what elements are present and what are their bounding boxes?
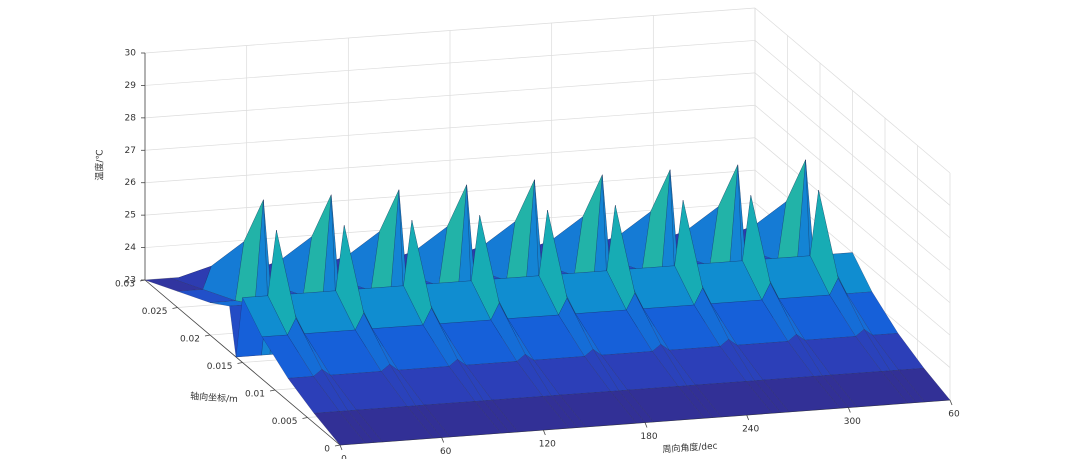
x-tick [949, 399, 953, 406]
y-tick-label: 0.015 [207, 362, 233, 372]
grid-line [754, 72, 951, 239]
y-tick [172, 307, 178, 309]
surface-patch [313, 411, 366, 446]
grid-line [144, 169, 756, 216]
z-tick-label: 28 [125, 113, 137, 123]
z-tick-label: 24 [125, 243, 137, 253]
grid-line [144, 137, 756, 184]
x-tick-label: 0 [341, 455, 347, 459]
y-tick [204, 334, 211, 337]
x-tick [847, 407, 851, 413]
x-tick [644, 422, 648, 428]
surface [144, 159, 951, 446]
x-axis-label: 周向角度/dec [662, 440, 718, 456]
y-tick-label: 0.005 [272, 417, 298, 427]
y-tick [269, 389, 276, 392]
x-tick [441, 437, 445, 443]
x-tick-label: 240 [742, 425, 759, 435]
x-tick [746, 414, 750, 421]
x-tick-label: 60 [440, 447, 452, 457]
grid-line [144, 7, 756, 54]
y-tick [334, 444, 341, 447]
grid-line [144, 104, 756, 151]
x-tick [339, 444, 343, 451]
y-axis-label: 轴向坐标/m [190, 390, 239, 405]
z-tick-label: 30 [125, 49, 137, 59]
y-tick [302, 417, 308, 419]
grid-line [754, 7, 951, 174]
grid-line [754, 40, 951, 206]
y-tick [139, 279, 146, 282]
y-tick [237, 362, 243, 364]
grid-line [144, 72, 756, 119]
x-tick-label: 180 [640, 432, 657, 442]
x-tick-label: 300 [844, 417, 861, 427]
z-tick-label: 25 [125, 211, 136, 221]
y-tick-label: 0.025 [142, 307, 168, 317]
grid-line [144, 40, 756, 86]
y-tick-label: 0.01 [245, 390, 265, 400]
z-tick-label: 27 [125, 146, 136, 156]
z-tick-label: 26 [125, 178, 137, 188]
x-tick-label: 120 [539, 440, 556, 450]
x-tick-label: 60 [948, 410, 960, 420]
grid-line [754, 137, 951, 303]
z-tick-label: 23 [125, 276, 136, 286]
y-tick-label: 0 [324, 445, 330, 455]
y-tick-label: 0.03 [115, 280, 135, 290]
grid-line [754, 105, 951, 271]
x-tick [542, 429, 546, 436]
z-axis-label: 温度/℃ [94, 149, 106, 180]
z-tick-label: 29 [125, 81, 137, 91]
y-tick-label: 0.02 [180, 335, 200, 345]
